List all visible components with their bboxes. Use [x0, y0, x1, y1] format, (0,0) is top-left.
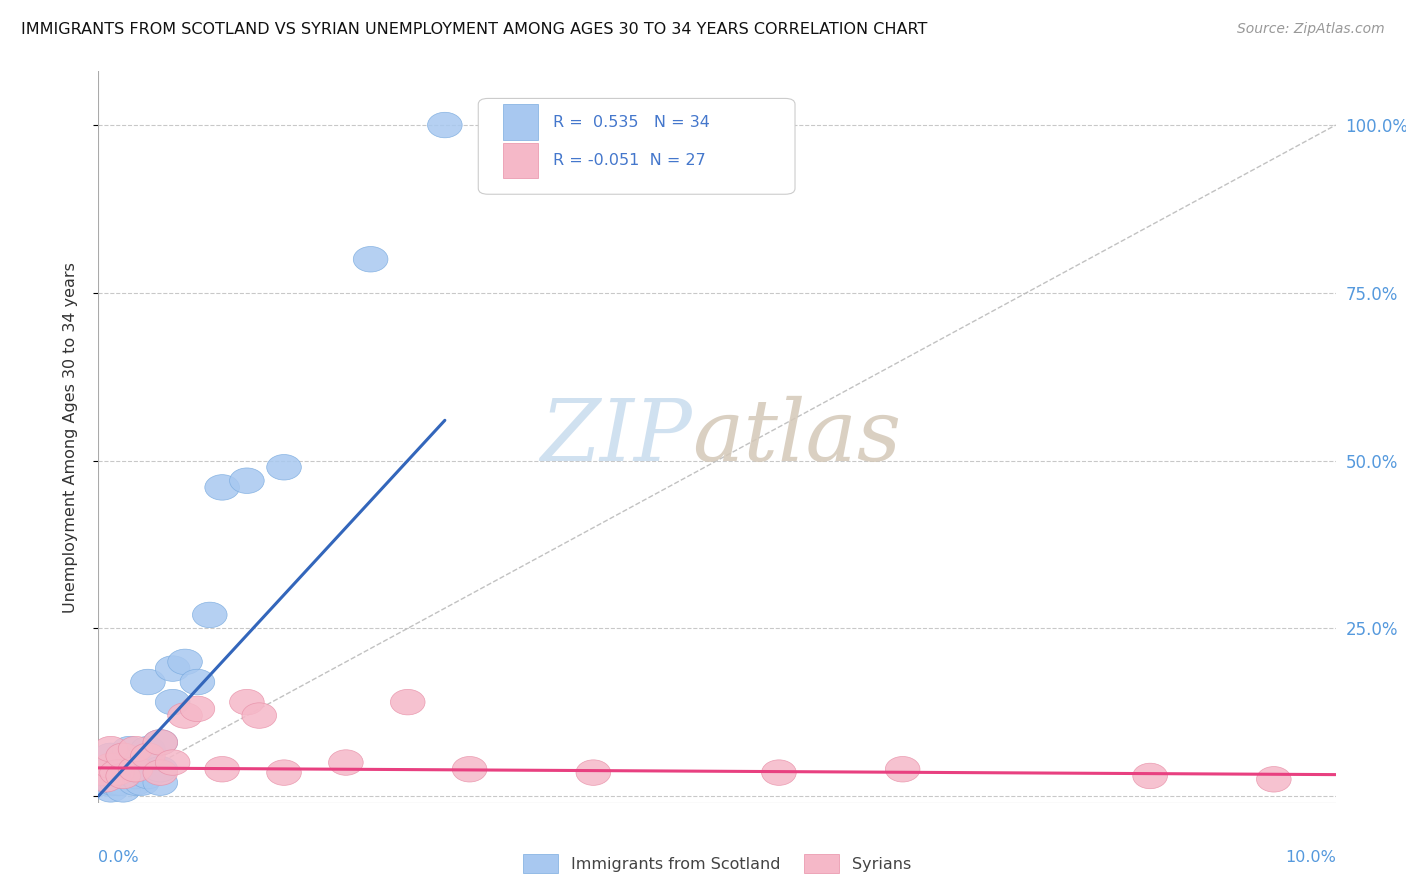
Ellipse shape [167, 649, 202, 674]
Ellipse shape [84, 770, 120, 796]
Text: IMMIGRANTS FROM SCOTLAND VS SYRIAN UNEMPLOYMENT AMONG AGES 30 TO 34 YEARS CORREL: IMMIGRANTS FROM SCOTLAND VS SYRIAN UNEMP… [21, 22, 928, 37]
Ellipse shape [118, 737, 153, 762]
Ellipse shape [193, 602, 228, 628]
Text: atlas: atlas [692, 396, 901, 478]
Legend: Immigrants from Scotland, Syrians: Immigrants from Scotland, Syrians [516, 847, 918, 879]
Ellipse shape [205, 756, 239, 782]
Text: 0.0%: 0.0% [98, 850, 139, 865]
Ellipse shape [84, 760, 120, 785]
Ellipse shape [100, 760, 135, 785]
Ellipse shape [105, 777, 141, 802]
Text: 10.0%: 10.0% [1285, 850, 1336, 865]
Ellipse shape [118, 750, 153, 775]
Ellipse shape [1257, 766, 1291, 792]
Ellipse shape [93, 743, 128, 769]
Ellipse shape [267, 455, 301, 480]
Ellipse shape [155, 750, 190, 775]
Ellipse shape [93, 777, 128, 802]
FancyBboxPatch shape [503, 104, 537, 140]
Ellipse shape [762, 760, 796, 785]
Ellipse shape [96, 770, 131, 796]
FancyBboxPatch shape [503, 144, 537, 178]
Ellipse shape [93, 756, 128, 782]
Ellipse shape [229, 468, 264, 493]
Ellipse shape [100, 770, 135, 796]
Ellipse shape [267, 760, 301, 785]
Ellipse shape [155, 656, 190, 681]
Ellipse shape [118, 756, 153, 782]
Ellipse shape [105, 764, 141, 789]
Ellipse shape [89, 766, 124, 792]
Ellipse shape [143, 760, 177, 785]
Ellipse shape [329, 750, 363, 775]
Ellipse shape [167, 703, 202, 728]
Ellipse shape [131, 743, 166, 769]
Ellipse shape [143, 770, 177, 796]
Ellipse shape [124, 770, 159, 796]
Ellipse shape [112, 737, 146, 762]
Text: ZIP: ZIP [540, 396, 692, 478]
Ellipse shape [242, 703, 277, 728]
Ellipse shape [427, 112, 463, 137]
Ellipse shape [576, 760, 610, 785]
Ellipse shape [131, 764, 166, 789]
Ellipse shape [155, 690, 190, 714]
Ellipse shape [205, 475, 239, 500]
Ellipse shape [886, 756, 920, 782]
Ellipse shape [97, 764, 132, 789]
Ellipse shape [353, 246, 388, 272]
Ellipse shape [105, 743, 141, 769]
Ellipse shape [229, 690, 264, 714]
Ellipse shape [105, 750, 141, 775]
Ellipse shape [1133, 764, 1167, 789]
Ellipse shape [180, 696, 215, 722]
Ellipse shape [118, 764, 153, 789]
Text: Source: ZipAtlas.com: Source: ZipAtlas.com [1237, 22, 1385, 37]
FancyBboxPatch shape [478, 98, 794, 194]
Ellipse shape [90, 770, 124, 796]
Ellipse shape [180, 669, 215, 695]
Ellipse shape [104, 770, 138, 796]
Text: R = -0.051  N = 27: R = -0.051 N = 27 [553, 153, 706, 169]
Ellipse shape [143, 730, 177, 756]
Ellipse shape [453, 756, 486, 782]
Y-axis label: Unemployment Among Ages 30 to 34 years: Unemployment Among Ages 30 to 34 years [63, 261, 77, 613]
Ellipse shape [391, 690, 425, 714]
Ellipse shape [131, 737, 166, 762]
Ellipse shape [131, 669, 166, 695]
Ellipse shape [93, 737, 128, 762]
Text: R =  0.535   N = 34: R = 0.535 N = 34 [553, 114, 710, 129]
Ellipse shape [118, 770, 153, 796]
Ellipse shape [105, 764, 141, 789]
Ellipse shape [93, 753, 128, 779]
Ellipse shape [87, 764, 122, 789]
Ellipse shape [143, 730, 177, 756]
Ellipse shape [143, 756, 177, 782]
